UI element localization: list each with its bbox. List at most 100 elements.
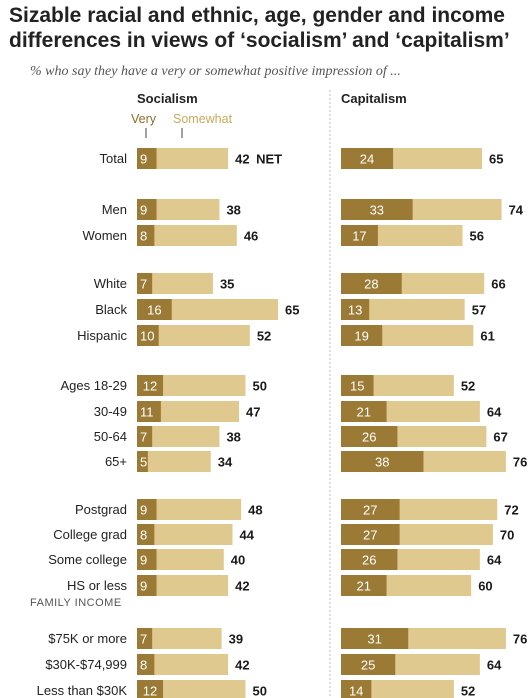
- legend-very-label: Very: [131, 112, 157, 126]
- socialism-net-value: 40: [231, 553, 245, 568]
- legend-somewhat-label: Somewhat: [173, 112, 233, 126]
- socialism-net-value: 35: [220, 277, 234, 292]
- socialism-bar-very: [137, 524, 155, 545]
- capitalism-very-value: 26: [362, 430, 376, 445]
- category-label: 65+: [105, 454, 127, 469]
- socialism-net-value: 52: [257, 329, 271, 344]
- category-label: College grad: [53, 527, 127, 542]
- capitalism-bar-very: [341, 628, 409, 649]
- chart-title: Sizable racial and ethnic, age, gender a…: [9, 4, 510, 52]
- capitalism-net-value: 76: [513, 455, 527, 470]
- socialism-bar-somewhat: [137, 199, 220, 220]
- capitalism-net-value: 66: [491, 277, 505, 292]
- socialism-bar-very: [137, 654, 155, 675]
- socialism-net-value: 39: [229, 632, 243, 647]
- capitalism-net-value: 64: [487, 553, 502, 568]
- socialism-very-value: 7: [140, 632, 147, 647]
- capitalism-very-value: 28: [364, 277, 378, 292]
- category-label: Men: [102, 202, 127, 217]
- socialism-bar-somewhat: [137, 401, 239, 422]
- category-label: $30K-$74,999: [45, 657, 127, 672]
- capitalism-net-value: 52: [461, 684, 475, 698]
- capitalism-net-value: 64: [487, 658, 502, 673]
- capitalism-very-value: 24: [360, 152, 374, 167]
- socialism-very-value: 9: [140, 152, 147, 167]
- group-heading: FAMILY INCOME: [30, 597, 122, 609]
- category-label: White: [94, 276, 127, 291]
- socialism-bar-very: [137, 299, 172, 320]
- socialism-very-value: 11: [140, 405, 154, 420]
- socialism-net-value: 38: [226, 430, 240, 445]
- capitalism-very-value: 15: [350, 379, 364, 394]
- category-label: Women: [82, 228, 127, 243]
- capitalism-bar-very: [341, 524, 400, 545]
- capitalism-bar-very: [341, 499, 400, 520]
- capitalism-net-value: 74: [509, 203, 524, 218]
- panel-title-socialism: Socialism: [137, 91, 198, 106]
- socialism-net-value: 50: [253, 379, 267, 394]
- capitalism-net-value: 60: [478, 579, 492, 594]
- socialism-very-value: 9: [140, 553, 147, 568]
- socialism-bar-very: [137, 499, 157, 520]
- capitalism-net-value: 70: [500, 528, 514, 543]
- capitalism-very-value: 31: [367, 632, 381, 647]
- capitalism-net-value: 65: [489, 152, 503, 167]
- chart-subtitle: % who say they have a very or somewhat p…: [30, 64, 401, 79]
- socialism-very-value: 9: [140, 579, 147, 594]
- capitalism-bar-very: [341, 148, 394, 169]
- capitalism-very-value: 19: [354, 329, 368, 344]
- capitalism-very-value: 14: [349, 684, 363, 698]
- socialism-bar-somewhat: [137, 654, 229, 675]
- socialism-very-value: 12: [143, 684, 157, 698]
- socialism-net-value: 47: [246, 405, 260, 420]
- capitalism-bar-very: [341, 451, 424, 472]
- socialism-very-value: 5: [140, 455, 147, 470]
- socialism-net-value: 42: [235, 658, 249, 673]
- capitalism-bar-very: [341, 325, 383, 346]
- socialism-very-value: 8: [140, 528, 147, 543]
- category-label: 50-64: [94, 429, 127, 444]
- socialism-bar-somewhat: [137, 549, 224, 570]
- net-label: NET: [256, 152, 282, 167]
- socialism-net-value: 65: [285, 303, 299, 318]
- socialism-bar-somewhat: [137, 524, 233, 545]
- socialism-bar-very: [137, 575, 157, 596]
- socialism-bar-somewhat: [137, 451, 211, 472]
- capitalism-bar-somewhat: [341, 299, 465, 320]
- socialism-bar-very: [137, 680, 164, 698]
- category-label: Some college: [48, 552, 127, 567]
- socialism-bar-very: [137, 273, 153, 294]
- capitalism-very-value: 27: [363, 528, 377, 543]
- socialism-bar-very: [137, 549, 157, 570]
- socialism-very-value: 7: [140, 430, 147, 445]
- socialism-bar-somewhat: [137, 575, 229, 596]
- category-label: Less than $30K: [37, 683, 128, 698]
- socialism-net-value: 44: [239, 528, 254, 543]
- socialism-bar-somewhat: [137, 426, 220, 447]
- socialism-very-value: 7: [140, 277, 147, 292]
- socialism-bar-very: [137, 401, 161, 422]
- capitalism-bar-very: [341, 575, 387, 596]
- socialism-net-value: 46: [244, 229, 258, 244]
- socialism-net-value: 34: [218, 455, 233, 470]
- socialism-bar-somewhat: [137, 680, 246, 698]
- capitalism-bar-very: [341, 375, 374, 396]
- socialism-net-value: 50: [253, 684, 267, 698]
- socialism-bar-somewhat: [137, 148, 229, 169]
- socialism-net-value: 42: [235, 152, 249, 167]
- category-label: HS or less: [67, 578, 127, 593]
- capitalism-net-value: 76: [513, 632, 527, 647]
- socialism-very-value: 8: [140, 229, 147, 244]
- socialism-very-value: 12: [143, 379, 157, 394]
- socialism-bar-somewhat: [137, 299, 279, 320]
- socialism-bar-very: [137, 225, 155, 246]
- capitalism-very-value: 27: [363, 503, 377, 518]
- capitalism-very-value: 38: [375, 455, 389, 470]
- category-label: Ages 18-29: [61, 378, 128, 393]
- panel-title-capitalism: Capitalism: [341, 91, 407, 106]
- capitalism-bar-very: [341, 299, 370, 320]
- socialism-bar-very: [137, 426, 153, 447]
- socialism-very-value: 10: [140, 329, 154, 344]
- socialism-bar-very: [137, 325, 159, 346]
- socialism-bar-very: [137, 375, 164, 396]
